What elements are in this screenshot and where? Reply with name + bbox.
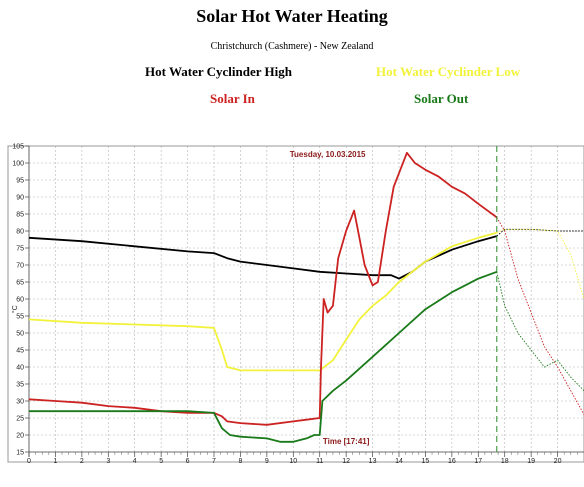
- y-tick-label: 75: [16, 246, 24, 253]
- legend-item-solar-in: Solar In: [210, 91, 255, 106]
- series-lines: [28, 151, 584, 443]
- date-label: Tuesday, 10.03.2015: [290, 150, 366, 159]
- series-forecast-1: [496, 228, 584, 300]
- axes: 0 1 2 3 4 5 6 7 8 9 10 11 12 13 14 15 16 17 18 19 2015202530…: [7, 144, 584, 465]
- y-tick-label: 70: [16, 263, 24, 270]
- y-tick-label: 45: [16, 348, 24, 355]
- page-subtitle: Christchurch (Cashmere) - New Zealand: [210, 41, 374, 52]
- x-tick-label: 0: [27, 458, 31, 465]
- y-tick-label: 95: [16, 178, 24, 185]
- x-tick-label: 9: [265, 458, 269, 465]
- y-tick-label: 30: [16, 399, 24, 406]
- legend-item-cylinder-low: Hot Water Cyclinder Low: [376, 64, 521, 79]
- y-axis-label: °C: [11, 305, 19, 313]
- series-line-3: [29, 270, 498, 443]
- y-tick-label: 40: [16, 365, 24, 372]
- series-line-1: [28, 231, 498, 372]
- x-tick-label: 1: [53, 458, 57, 465]
- y-tick-label: 50: [16, 331, 24, 338]
- x-tick-label: 11: [316, 458, 323, 465]
- series-forecast-0: [496, 228, 584, 237]
- x-tick-label: 15: [422, 458, 430, 465]
- series-forecast-3: [496, 271, 584, 392]
- grid: [28, 145, 584, 453]
- x-tick-label: 4: [133, 458, 137, 465]
- x-tick-label: 13: [369, 458, 377, 465]
- x-tick-label: 10: [289, 458, 297, 465]
- y-tick-label: 90: [16, 195, 24, 202]
- y-tick-label: 85: [16, 212, 24, 219]
- legend-item-cylinder-high: Hot Water Cyclinder High: [145, 64, 292, 79]
- y-tick-label: 20: [16, 433, 24, 440]
- x-tick-label: 6: [186, 458, 190, 465]
- y-tick-label: 35: [16, 382, 24, 389]
- time-label: Time [17:41]: [323, 437, 370, 446]
- series-line-0: [28, 235, 498, 280]
- x-tick-label: 12: [342, 458, 350, 465]
- y-tick-label: 55: [16, 314, 24, 321]
- plot-frame: [7, 145, 584, 463]
- page-title: Solar Hot Water Heating: [196, 6, 388, 26]
- x-tick-label: 19: [527, 458, 535, 465]
- x-tick-label: 2: [80, 458, 84, 465]
- x-tick-label: 20: [554, 458, 562, 465]
- y-tick-label: 105: [12, 144, 24, 151]
- y-tick-label: 15: [16, 450, 24, 457]
- x-tick-label: 5: [159, 458, 163, 465]
- annotations: Tuesday, 10.03.2015 Time [17:41]: [290, 146, 498, 452]
- x-tick-label: 14: [395, 458, 403, 465]
- x-tick-label: 8: [238, 458, 242, 465]
- y-tick-label: 100: [12, 161, 24, 168]
- y-tick-label: 80: [16, 229, 24, 236]
- x-tick-label: 16: [448, 458, 456, 465]
- legend-item-solar-out: Solar Out: [414, 91, 469, 106]
- x-tick-label: 3: [106, 458, 110, 465]
- y-tick-label: 60: [16, 297, 24, 304]
- y-tick-label: 65: [16, 280, 24, 287]
- x-tick-label: 18: [501, 458, 509, 465]
- x-tick-label: 17: [474, 458, 482, 465]
- y-tick-label: 25: [16, 416, 24, 423]
- series-line-2: [28, 151, 498, 426]
- x-tick-label: 7: [212, 458, 216, 465]
